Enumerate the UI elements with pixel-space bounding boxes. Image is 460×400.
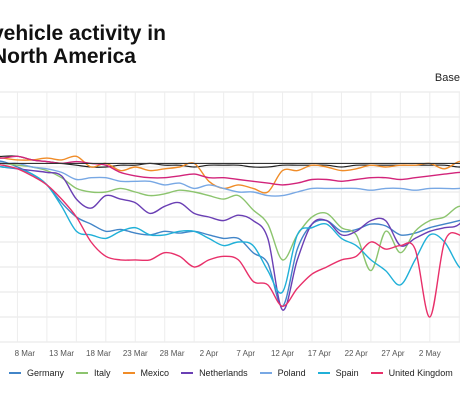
x-tick-label: 12 Apr [271, 349, 294, 358]
series-line-germany [0, 160, 460, 308]
x-tick-label: 22 Apr [345, 349, 368, 358]
baseline-label: Base [434, 72, 460, 84]
x-tick-label: 13 Mar [49, 349, 74, 358]
series-line-netherlands [0, 165, 460, 311]
legend-swatch [76, 372, 89, 374]
series-line-e [0, 155, 460, 168]
series-line-italy [0, 162, 460, 272]
legend-label: United Kingdom [388, 368, 453, 378]
legend-item: Spain [317, 366, 359, 380]
legend-swatch [9, 372, 22, 374]
legend-swatch [259, 372, 272, 374]
x-tick-label: 8 Mar [15, 349, 36, 358]
legend-swatch [181, 372, 194, 374]
x-tick-label: 2 May [419, 349, 441, 358]
chart-title-line-2: North America [0, 45, 136, 68]
legend-item: Germany [9, 366, 64, 380]
legend-item: Italy [76, 366, 111, 380]
series-line-spain [0, 165, 460, 294]
legend-item: United Kingdom [370, 366, 453, 380]
x-tick-label: 27 Apr [381, 349, 404, 358]
series-lines [0, 155, 460, 318]
x-tick-labels: 8 Mar 13 Mar 18 Mar 23 Mar 28 Mar 2 Apr 7 Apr 1… [15, 349, 460, 358]
legend-label: Italy [94, 368, 111, 378]
x-tick-label: 2 Apr [200, 349, 219, 358]
series-line-mexico [0, 155, 460, 194]
legend-item: Poland [259, 366, 306, 380]
legend-label: Netherlands [199, 368, 248, 378]
chart-title-line-1: vehicle activity in [0, 22, 166, 45]
legend-swatch [122, 372, 135, 374]
x-tick-label: 7 Apr [236, 349, 255, 358]
series-line-poland [0, 162, 460, 197]
legend-label: Poland [277, 368, 306, 378]
legend: eGermanyItalyMexicoNetherlandsPolandSpai… [0, 366, 460, 380]
legend-item: Mexico [122, 366, 170, 380]
x-tick-label: 23 Mar [123, 349, 148, 358]
legend-swatch [317, 372, 330, 374]
x-tick-label: 18 Mar [86, 349, 111, 358]
series-line-united-kingdom [0, 164, 460, 318]
x-tick-label: 28 Mar [160, 349, 185, 358]
legend-label: Germany [27, 368, 65, 378]
series-line-unlabeled-8 [0, 155, 460, 186]
grid [0, 91, 460, 343]
legend-swatch [370, 372, 383, 374]
legend-label: Spain [335, 368, 359, 378]
x-tick-label: 17 Apr [308, 349, 331, 358]
legend-item: Netherlands [181, 366, 248, 380]
legend-label: Mexico [140, 368, 170, 378]
